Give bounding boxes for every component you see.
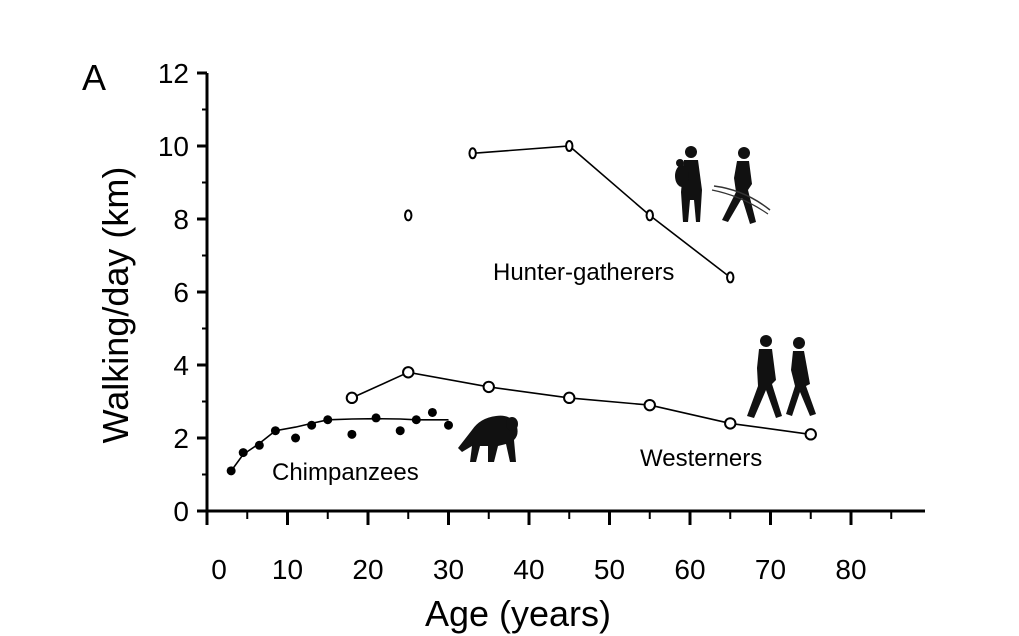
y-tick-label: 6	[173, 277, 189, 308]
x-tick-label: 20	[352, 554, 383, 585]
y-tick-label: 0	[173, 496, 189, 527]
series-markers	[226, 140, 817, 476]
data-point-chimpanzees	[427, 407, 437, 417]
series-lines	[230, 145, 811, 472]
data-point-westerners	[563, 391, 576, 405]
series-line-hunter-gatherers	[472, 145, 731, 279]
data-point-westerners	[724, 417, 737, 430]
data-point-chimpanzees	[307, 420, 317, 430]
x-tick-label: 50	[594, 554, 625, 585]
panel-label: A	[82, 57, 106, 98]
y-tick-label: 12	[158, 58, 189, 89]
x-tick-label: 60	[674, 554, 705, 585]
data-point-chimpanzees	[444, 420, 453, 430]
data-point-westerners	[482, 380, 495, 394]
x-tick-label: 30	[433, 554, 464, 585]
data-point-chimpanzees	[254, 440, 264, 450]
data-point-westerners	[345, 391, 359, 405]
series-label-chimpanzees: Chimpanzees	[272, 459, 419, 486]
x-tick-label: 70	[755, 554, 786, 585]
data-point-hunter-gatherers	[468, 147, 477, 160]
y-axis-title: Walking/day (km)	[95, 167, 136, 444]
data-point-chimpanzees	[395, 426, 405, 436]
axes: 0 2 4 6 8 10 12 0 10 20 30 40 50 60 70 80 Age (years) Wal…	[95, 58, 925, 634]
x-tick-label: 0	[211, 554, 227, 585]
data-point-hunter-gatherers	[565, 140, 574, 152]
westerners-silhouette-icon	[747, 335, 816, 418]
data-point-chimpanzees	[371, 413, 381, 423]
x-axis-title: Age (years)	[425, 593, 611, 634]
data-point-hunter-gatherers	[726, 271, 735, 284]
data-point-chimpanzees	[411, 415, 421, 425]
data-point-chimpanzees	[238, 448, 248, 458]
data-point-chimpanzees	[347, 429, 357, 439]
y-tick-label: 8	[173, 204, 189, 235]
data-point-hunter-gatherers	[645, 209, 654, 222]
x-tick-label: 80	[835, 554, 866, 585]
data-point-westerners	[804, 428, 817, 441]
y-tick-label: 10	[158, 131, 189, 162]
data-point-chimpanzees	[323, 415, 333, 425]
data-point-westerners	[643, 398, 656, 412]
y-tick-label: 2	[173, 423, 189, 454]
data-point-chimpanzees	[226, 466, 236, 476]
series-label-hunter-gatherers: Hunter-gatherers	[493, 259, 674, 286]
x-tick-label: 40	[513, 554, 544, 585]
chimpanzee-silhouette-icon	[458, 415, 518, 462]
series-label-westerners: Westerners	[640, 445, 762, 472]
y-tick-label: 4	[173, 350, 189, 381]
hunter-gatherers-silhouette-icon	[675, 146, 771, 224]
data-point-chimpanzees	[270, 426, 280, 436]
data-point-chimpanzees	[291, 433, 301, 443]
series-line-westerners	[351, 371, 811, 436]
x-tick-label: 10	[272, 554, 303, 585]
data-point-hunter-gatherers	[404, 209, 413, 222]
data-point-westerners	[402, 366, 415, 379]
